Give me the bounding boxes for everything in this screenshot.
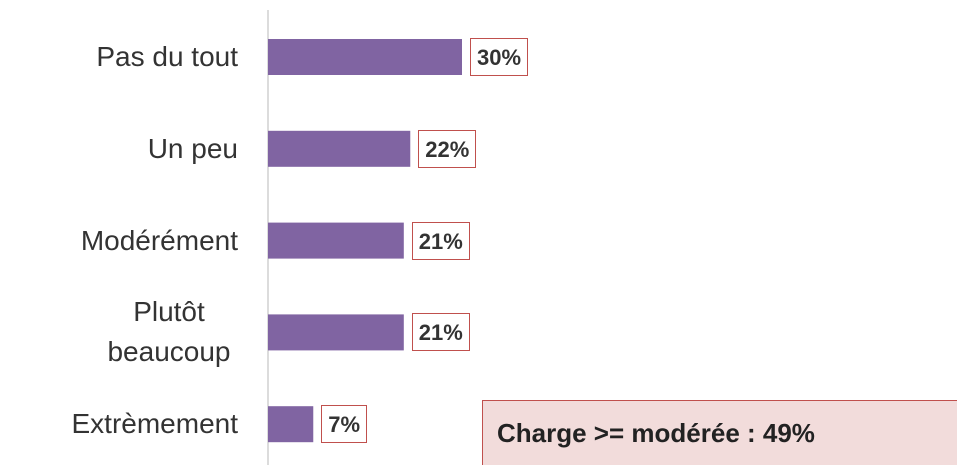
category-label: Plutôt beaucoup <box>107 296 231 368</box>
value-label: 21% <box>411 221 470 260</box>
annotation: Charge >= modérée : 49% <box>482 400 957 465</box>
category-label: Modérément <box>80 224 238 256</box>
bar <box>268 39 462 75</box>
bar <box>268 130 411 167</box>
bar <box>268 314 404 351</box>
value-label: 7% <box>321 405 368 444</box>
category-label: Un peu <box>147 132 238 164</box>
bar <box>268 222 404 259</box>
value-label: 21% <box>411 313 470 352</box>
bar <box>268 406 314 443</box>
value-label: 22% <box>418 129 477 168</box>
value-label: 30% <box>470 38 529 76</box>
category-label: Extrèmement <box>71 408 239 440</box>
category-label: Pas du tout <box>96 41 238 72</box>
